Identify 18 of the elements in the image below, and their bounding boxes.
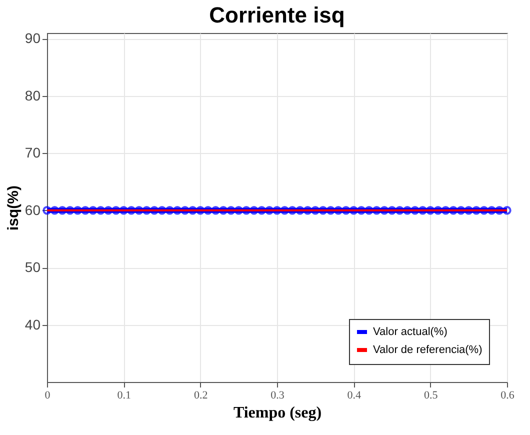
y-tick-label: 40 <box>24 316 41 332</box>
y-tick-label: 60 <box>24 202 41 218</box>
y-tick-label: 90 <box>24 30 41 46</box>
y-tick-label: 70 <box>24 144 41 161</box>
y-axis-title: isq(%) <box>4 185 22 230</box>
x-tick-label: 0 <box>44 390 51 402</box>
legend-label: Valor actual(%) <box>373 326 448 338</box>
x-tick-label: 0.1 <box>117 390 132 402</box>
y-tick-label: 50 <box>24 259 41 276</box>
y-tick-label: 80 <box>24 87 41 104</box>
x-tick-label: 0.3 <box>270 390 285 402</box>
x-tick-label: 0.5 <box>424 390 438 402</box>
x-tick-label: 0.2 <box>194 390 208 402</box>
x-axis-title: Tiempo (seg) <box>233 404 322 422</box>
chart-title: Corriente isq <box>209 2 345 28</box>
x-tick-label: 0.4 <box>347 390 362 402</box>
x-tick-label: 0.6 <box>500 390 515 402</box>
legend-label: Valor de referencia(%) <box>373 344 482 356</box>
